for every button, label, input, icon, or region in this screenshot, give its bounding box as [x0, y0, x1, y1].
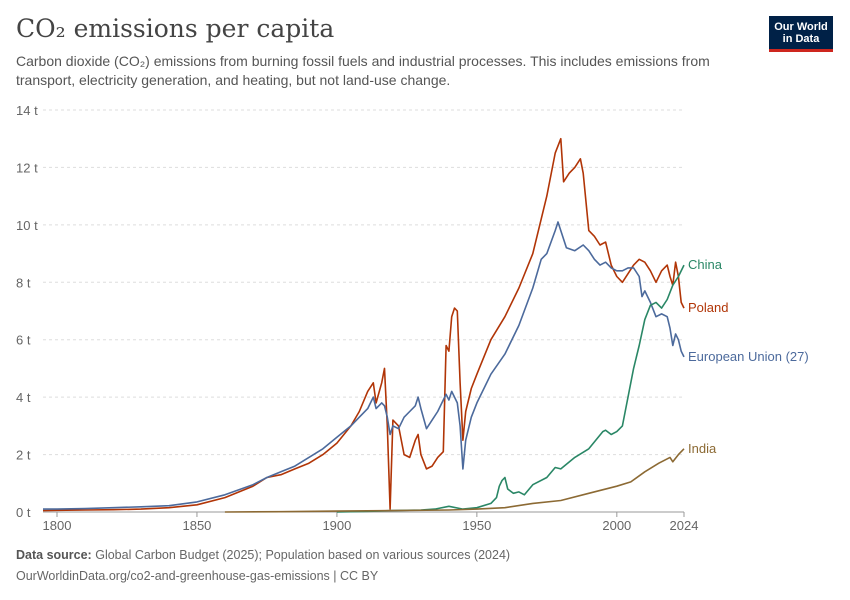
data-source-text: Global Carbon Budget (2025); Population …	[95, 548, 511, 562]
data-source: Data source: Global Carbon Budget (2025)…	[16, 548, 510, 562]
owid-logo[interactable]: Our World in Data	[769, 16, 833, 52]
y-tick-label: 6 t	[16, 333, 31, 348]
y-tick-label: 8 t	[16, 275, 31, 290]
series-label-poland: Poland	[688, 300, 728, 315]
data-source-label: Data source:	[16, 548, 92, 562]
logo-line-1: Our World	[774, 21, 828, 33]
series-label-china: China	[688, 257, 723, 272]
footer-url[interactable]: OurWorldinData.org/co2-and-greenhouse-ga…	[16, 569, 379, 583]
x-tick-label: 1800	[43, 518, 72, 533]
x-tick-label: 2024	[670, 518, 699, 533]
series-line-india	[224, 448, 685, 513]
x-tick-label: 1850	[182, 518, 211, 533]
y-tick-label: 2 t	[16, 448, 31, 463]
series-line-poland	[42, 137, 685, 512]
y-tick-label: 12 t	[16, 160, 38, 175]
y-tick-label: 10 t	[16, 218, 38, 233]
x-tick-label: 1950	[462, 518, 491, 533]
chart-title: CO₂ emissions per capita	[16, 14, 335, 43]
series-line-european-union-27-	[43, 221, 685, 510]
x-tick-label: 2000	[602, 518, 631, 533]
y-tick-label: 4 t	[16, 390, 31, 405]
y-tick-label: 0 t	[16, 505, 31, 520]
y-tick-label: 14 t	[16, 103, 38, 118]
series-label-india: India	[688, 441, 717, 456]
x-tick-label: 1900	[322, 518, 351, 533]
logo-line-2: in Data	[782, 33, 820, 45]
series-label-european-union-27-: European Union (27)	[688, 349, 809, 364]
chart-subtitle: Carbon dioxide (CO₂) emissions from burn…	[16, 53, 710, 88]
